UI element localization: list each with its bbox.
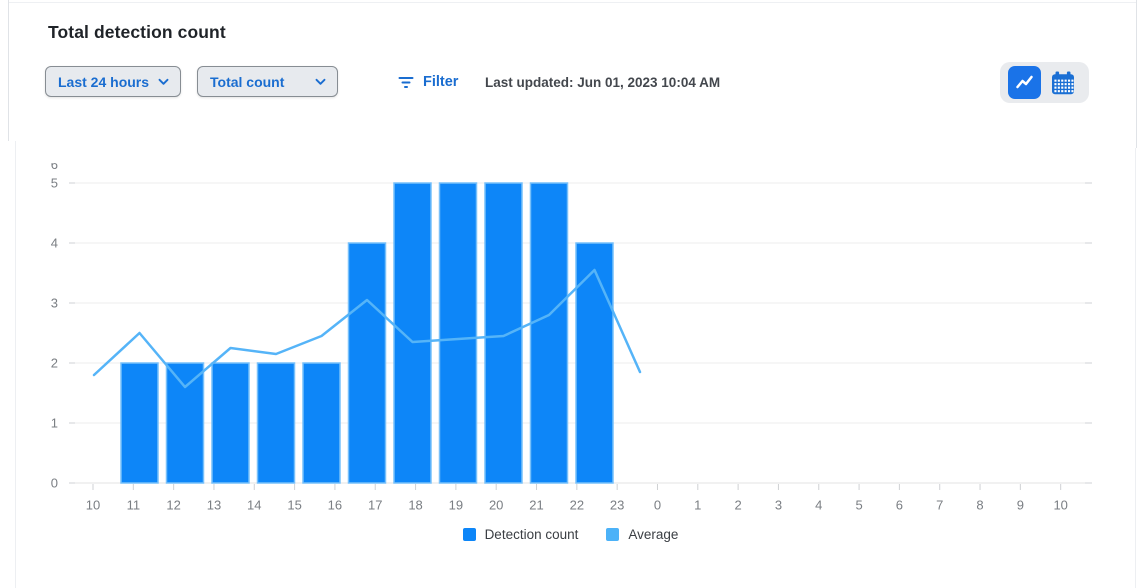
svg-text:20: 20 (489, 498, 503, 513)
svg-text:10: 10 (86, 498, 100, 513)
svg-text:8: 8 (976, 498, 983, 513)
svg-text:1: 1 (694, 498, 701, 513)
svg-text:11: 11 (127, 498, 141, 513)
legend-label: Detection count (484, 526, 579, 542)
svg-text:18: 18 (408, 498, 422, 513)
filter-label: Filter (423, 74, 459, 90)
calendar-icon (1051, 71, 1075, 95)
panel-right-border (1136, 0, 1137, 148)
filter-button[interactable]: Filter (398, 70, 458, 94)
svg-text:2: 2 (735, 498, 742, 513)
time-range-dropdown[interactable]: Last 24 hours (45, 66, 181, 97)
svg-text:15: 15 (287, 498, 301, 513)
line-chart-icon (1015, 73, 1034, 92)
svg-text:23: 23 (610, 498, 624, 513)
chevron-down-icon (315, 78, 326, 86)
filter-icon (398, 75, 414, 89)
page-title: Total detection count (48, 22, 226, 42)
svg-text:0: 0 (654, 498, 661, 513)
legend-swatch-icon (462, 527, 476, 541)
svg-text:1: 1 (51, 416, 58, 431)
panel-left-border (8, 0, 9, 141)
svg-text:19: 19 (449, 498, 463, 513)
metric-dropdown[interactable]: Total count (197, 66, 338, 97)
panel-top-border (8, 2, 1137, 3)
svg-text:3: 3 (775, 498, 782, 513)
metric-value: Total count (210, 73, 285, 90)
svg-text:13: 13 (207, 498, 221, 513)
svg-text:9: 9 (1017, 498, 1024, 513)
calendar-view-button[interactable] (1043, 66, 1083, 99)
card-left-border (15, 141, 16, 588)
svg-text:6: 6 (896, 498, 903, 513)
last-updated-text: Last updated: Jun 01, 2023 10:04 AM (485, 75, 721, 90)
svg-text:21: 21 (529, 498, 543, 513)
legend-swatch-icon (606, 527, 620, 541)
svg-text:5: 5 (51, 176, 58, 191)
svg-text:5: 5 (855, 498, 862, 513)
chevron-down-icon (158, 78, 169, 86)
svg-text:3: 3 (51, 296, 58, 311)
svg-text:6: 6 (51, 163, 58, 172)
svg-text:4: 4 (815, 498, 822, 513)
svg-text:10: 10 (1053, 498, 1067, 513)
legend-item: Detection count (462, 526, 579, 542)
line-chart-view-button[interactable] (1008, 66, 1041, 99)
card-right-border (1135, 148, 1136, 588)
svg-text:16: 16 (328, 498, 342, 513)
legend-label: Average (628, 526, 679, 542)
view-toggle (1000, 62, 1089, 103)
svg-text:12: 12 (166, 498, 180, 513)
svg-text:17: 17 (368, 498, 382, 513)
svg-text:7: 7 (936, 498, 943, 513)
svg-text:14: 14 (247, 498, 261, 513)
svg-text:0: 0 (51, 476, 58, 491)
time-range-value: Last 24 hours (58, 73, 150, 90)
svg-text:4: 4 (51, 236, 58, 251)
svg-text:2: 2 (51, 356, 58, 371)
svg-text:22: 22 (570, 498, 584, 513)
chart-legend: Detection count Average (0, 525, 1141, 543)
legend-item: Average (606, 527, 678, 542)
